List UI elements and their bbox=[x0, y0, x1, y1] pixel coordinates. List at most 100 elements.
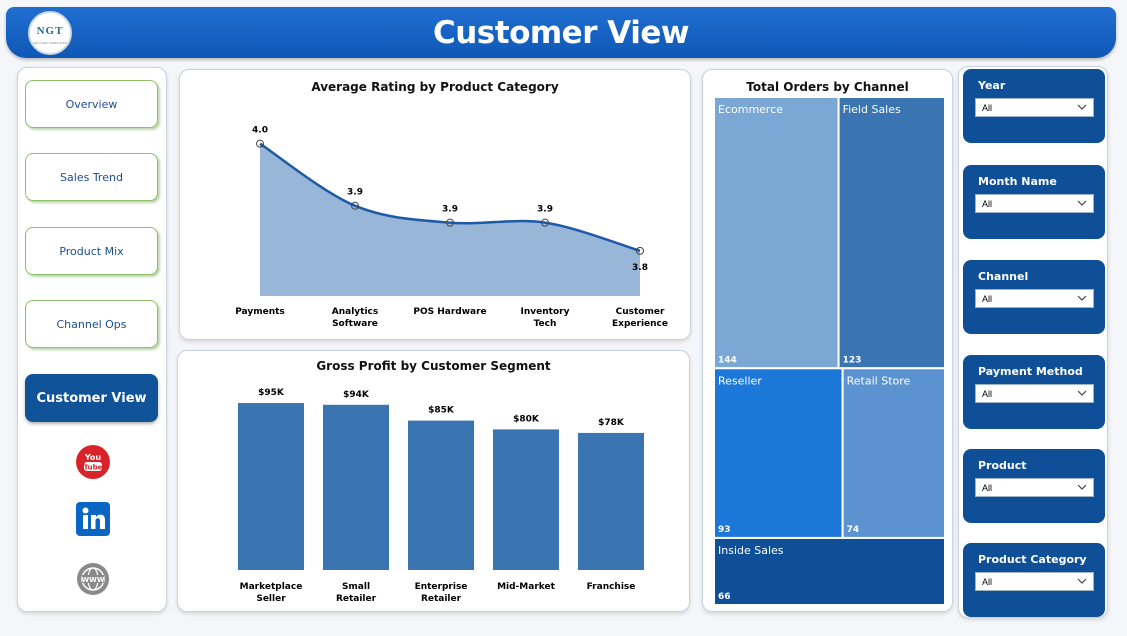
treemap-tile-name: Field Sales bbox=[843, 103, 901, 116]
rating-point[interactable] bbox=[256, 139, 264, 148]
rating-area bbox=[260, 143, 640, 296]
treemap-tile-name: Retail Store bbox=[847, 374, 911, 387]
channel-dropdown-value: All bbox=[982, 294, 993, 304]
profit-data-label: $94K bbox=[343, 390, 370, 400]
rating-category-label: Customer Experience bbox=[612, 307, 668, 329]
rating-point[interactable] bbox=[541, 218, 549, 227]
profit-data-label: $78K bbox=[598, 418, 625, 428]
gross-profit-card: Gross Profit by Customer Segment $95K Mar… bbox=[177, 350, 690, 612]
payment-method-slicer: Payment Method All bbox=[963, 355, 1105, 429]
youtube-icon[interactable]: You Tube bbox=[76, 445, 110, 479]
rating-category-label: POS Hardware bbox=[413, 307, 486, 317]
product-category-dropdown-value: All bbox=[982, 577, 993, 587]
globe-icon[interactable]: WWW bbox=[76, 562, 110, 596]
channel-slicer: Channel All bbox=[963, 260, 1105, 334]
profit-bar[interactable] bbox=[408, 420, 474, 570]
rating-data-label: 4.0 bbox=[252, 126, 268, 136]
chevron-down-icon bbox=[1077, 104, 1087, 110]
nav-panel: Overview Sales Trend Product Mix Channel… bbox=[17, 67, 167, 612]
rating-category-label: Payments bbox=[235, 307, 285, 317]
treemap-tile[interactable] bbox=[837, 96, 947, 370]
treemap-tile[interactable] bbox=[841, 367, 946, 539]
payment-method-dropdown[interactable]: All bbox=[975, 384, 1094, 403]
linkedin-icon[interactable] bbox=[76, 502, 110, 536]
nav-customer-view-button[interactable]: Customer View bbox=[25, 374, 158, 422]
treemap-tile-value: 66 bbox=[718, 592, 731, 602]
profit-category-label: Franchise bbox=[587, 582, 636, 592]
page-title: Customer View bbox=[432, 15, 690, 51]
avg-rating-card: Average Rating by Product Category 4.0 Pa… bbox=[179, 69, 691, 340]
year-dropdown[interactable]: All bbox=[975, 98, 1094, 117]
chevron-down-icon bbox=[1077, 578, 1087, 584]
nav-overview-button[interactable]: Overview bbox=[25, 80, 158, 128]
profit-bar[interactable] bbox=[578, 432, 644, 570]
profit-bar[interactable] bbox=[238, 403, 304, 570]
orders-by-channel-title: Total Orders by Channel bbox=[746, 80, 909, 94]
rating-category-label: Inventory Tech bbox=[521, 307, 570, 329]
orders-by-channel-card: Total Orders by Channel Ecommerce 144 Fiel… bbox=[702, 69, 953, 612]
chevron-down-icon bbox=[1077, 295, 1087, 301]
year-slicer-label: Year bbox=[978, 79, 1006, 92]
treemap-tile[interactable] bbox=[713, 367, 844, 539]
nav-product-mix-button[interactable]: Product Mix bbox=[25, 227, 158, 275]
filter-panel: Year All Month Name All Channel All Paym… bbox=[958, 66, 1108, 618]
product-dropdown[interactable]: All bbox=[975, 478, 1094, 497]
gross-profit-chart: $95K Marketplace Seller $94K Small Retailer $8… bbox=[238, 388, 644, 604]
avg-rating-title: Average Rating by Product Category bbox=[311, 80, 559, 94]
product-dropdown-value: All bbox=[982, 483, 993, 493]
rating-category-label: Analytics Software bbox=[332, 307, 378, 329]
nav-channel-ops-button[interactable]: Channel Ops bbox=[25, 300, 158, 348]
rating-line bbox=[259, 142, 641, 253]
gross-profit-title: Gross Profit by Customer Segment bbox=[316, 359, 551, 373]
profit-bar[interactable] bbox=[323, 404, 389, 570]
month-slicer-label: Month Name bbox=[978, 175, 1057, 188]
chevron-down-icon bbox=[1077, 390, 1087, 396]
product-slicer: Product All bbox=[963, 449, 1105, 523]
product-category-slicer-label: Product Category bbox=[978, 553, 1087, 566]
channel-slicer-label: Channel bbox=[978, 270, 1029, 283]
treemap-tile[interactable] bbox=[713, 536, 946, 606]
profit-category-label: Small Retailer bbox=[336, 582, 377, 604]
chevron-down-icon bbox=[1077, 484, 1087, 490]
product-category-slicer: Product Category All bbox=[963, 543, 1105, 617]
chevron-down-icon bbox=[1077, 200, 1087, 206]
year-dropdown-value: All bbox=[982, 103, 993, 113]
product-category-dropdown[interactable]: All bbox=[975, 572, 1094, 591]
rating-data-label: 3.9 bbox=[347, 188, 363, 198]
profit-bar[interactable] bbox=[493, 429, 559, 570]
rating-point[interactable] bbox=[636, 246, 644, 255]
treemap-tile-value: 93 bbox=[718, 525, 731, 535]
rating-point[interactable] bbox=[446, 218, 454, 227]
treemap-tile-name: Reseller bbox=[718, 374, 762, 387]
month-slicer: Month Name All bbox=[963, 165, 1105, 239]
logo-text: NGT bbox=[36, 25, 64, 37]
treemap-tile-name: Inside Sales bbox=[718, 544, 784, 557]
svg-text:You: You bbox=[84, 453, 102, 462]
rating-data-label: 3.9 bbox=[537, 205, 553, 215]
svg-text:Tube: Tube bbox=[84, 464, 103, 472]
profit-data-label: $80K bbox=[513, 414, 540, 424]
rating-point[interactable] bbox=[351, 201, 359, 210]
header-bar: NGT NEXT GEN TEMPLATES Customer View bbox=[6, 7, 1116, 58]
nav-sales-trend-button[interactable]: Sales Trend bbox=[25, 153, 158, 201]
treemap-tile-value: 74 bbox=[847, 525, 860, 535]
treemap-tile[interactable] bbox=[713, 96, 840, 370]
profit-category-label: Mid-Market bbox=[497, 582, 556, 592]
profit-data-label: $85K bbox=[428, 406, 455, 416]
year-slicer: Year All bbox=[963, 69, 1105, 143]
payment-method-dropdown-value: All bbox=[982, 389, 993, 399]
logo: NGT NEXT GEN TEMPLATES bbox=[28, 11, 72, 55]
treemap-tile-value: 144 bbox=[718, 355, 737, 365]
channel-dropdown[interactable]: All bbox=[975, 289, 1094, 308]
month-dropdown-value: All bbox=[982, 199, 993, 209]
logo-subtext: NEXT GEN TEMPLATES bbox=[33, 41, 67, 45]
avg-rating-chart: 4.0 Payments 3.9 Analytics Software 3.9 POS Ha… bbox=[235, 126, 668, 329]
svg-text:WWW: WWW bbox=[81, 576, 104, 584]
rating-data-label: 3.9 bbox=[442, 205, 458, 215]
orders-by-channel-treemap: Ecommerce 144 Field Sales 123 Reseller 93 Reta… bbox=[713, 96, 947, 606]
month-dropdown[interactable]: All bbox=[975, 194, 1094, 213]
product-slicer-label: Product bbox=[978, 459, 1027, 472]
rating-data-label: 3.8 bbox=[632, 263, 648, 273]
profit-category-label: Marketplace Seller bbox=[240, 582, 303, 604]
treemap-tile-name: Ecommerce bbox=[718, 103, 783, 116]
